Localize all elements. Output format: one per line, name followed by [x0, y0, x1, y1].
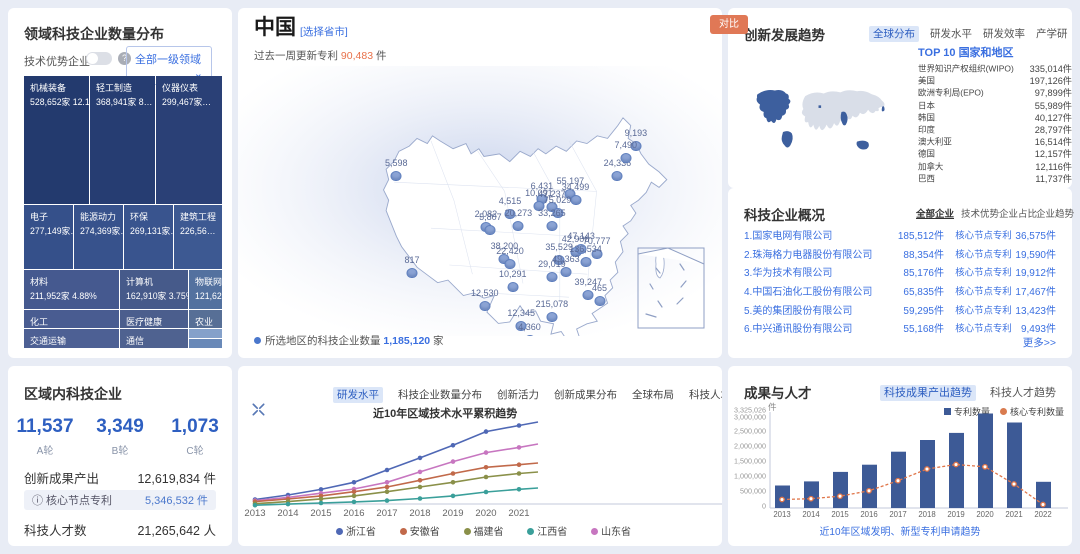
svg-text:2020: 2020: [976, 510, 994, 519]
svg-text:2013: 2013: [244, 508, 265, 519]
svg-text:2,000,000: 2,000,000: [734, 442, 766, 451]
svg-text:3,000,000: 3,000,000: [734, 413, 766, 422]
svg-text:2017: 2017: [376, 508, 397, 519]
svg-text:1,000,000: 1,000,000: [734, 472, 766, 481]
svg-text:件: 件: [768, 402, 777, 412]
svg-text:2022: 2022: [1034, 510, 1051, 519]
svg-text:2014: 2014: [277, 508, 298, 519]
svg-text:2020: 2020: [475, 508, 496, 519]
svg-text:2015: 2015: [831, 510, 849, 519]
svg-text:500,000: 500,000: [740, 487, 766, 496]
svg-text:0: 0: [762, 502, 766, 511]
svg-text:2017: 2017: [889, 510, 906, 519]
svg-text:2,500,000: 2,500,000: [734, 427, 766, 436]
svg-text:2019: 2019: [947, 510, 964, 519]
svg-text:2016: 2016: [860, 510, 877, 519]
svg-text:2021: 2021: [508, 508, 529, 519]
svg-text:1,500,000: 1,500,000: [734, 457, 766, 466]
svg-text:2013: 2013: [773, 510, 790, 519]
svg-text:2016: 2016: [343, 508, 364, 519]
svg-text:2021: 2021: [1005, 510, 1022, 519]
svg-text:2015: 2015: [310, 508, 331, 519]
svg-text:2018: 2018: [918, 510, 935, 519]
svg-text:2014: 2014: [802, 510, 820, 519]
svg-text:2019: 2019: [442, 508, 463, 519]
svg-text:2018: 2018: [409, 508, 430, 519]
